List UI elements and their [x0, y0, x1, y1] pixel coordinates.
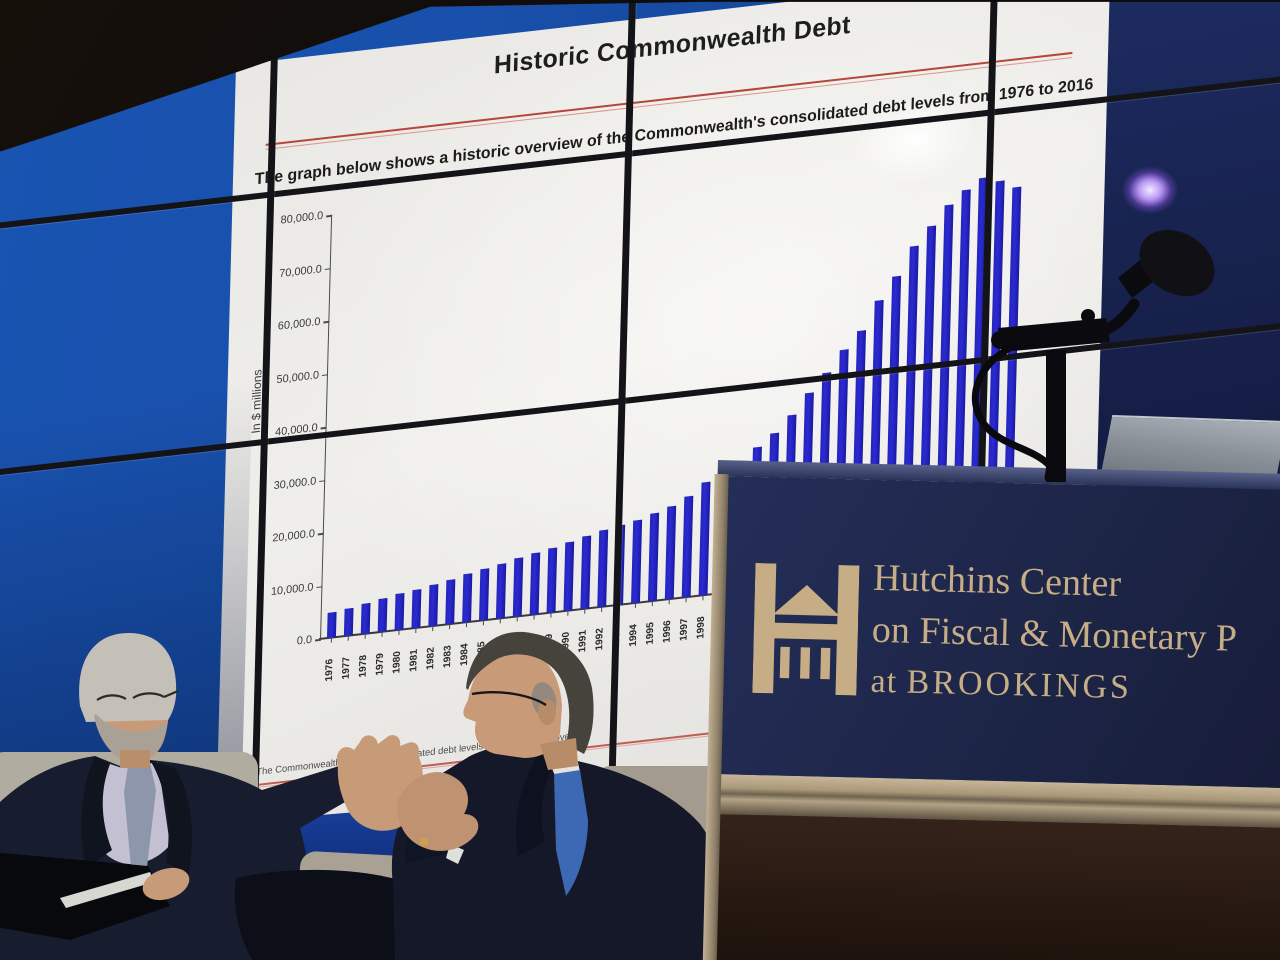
podium: Hutchins Center on Fiscal & Monetary P a… [701, 460, 1280, 960]
ceiling-light-icon [1112, 158, 1188, 222]
panelist-right-face [463, 647, 562, 758]
panelist-left [0, 632, 366, 960]
wedding-ring [420, 838, 428, 846]
panelist-left-hair [79, 632, 177, 722]
panelist-left-hand [142, 867, 190, 901]
panelist-left-lapel2 [150, 760, 192, 876]
neck [540, 738, 578, 770]
panelist-right-hair [466, 631, 594, 754]
panelist-left-tie [124, 763, 156, 878]
panelist-right-hand-curl [397, 772, 479, 851]
panelist-right-lapel [516, 752, 556, 856]
panelist-right-glasses [471, 691, 547, 707]
podium-front-panel: Hutchins Center on Fiscal & Monetary P a… [710, 475, 1280, 789]
panelist-right-tie [554, 770, 588, 896]
ear [538, 699, 556, 725]
panelist-left-lapel [81, 756, 112, 868]
hutchins-center-logo-icon [752, 562, 860, 696]
panelist-left-glasses [96, 689, 179, 701]
panelist-right [234, 631, 731, 960]
panelist-left-beard [94, 714, 167, 762]
